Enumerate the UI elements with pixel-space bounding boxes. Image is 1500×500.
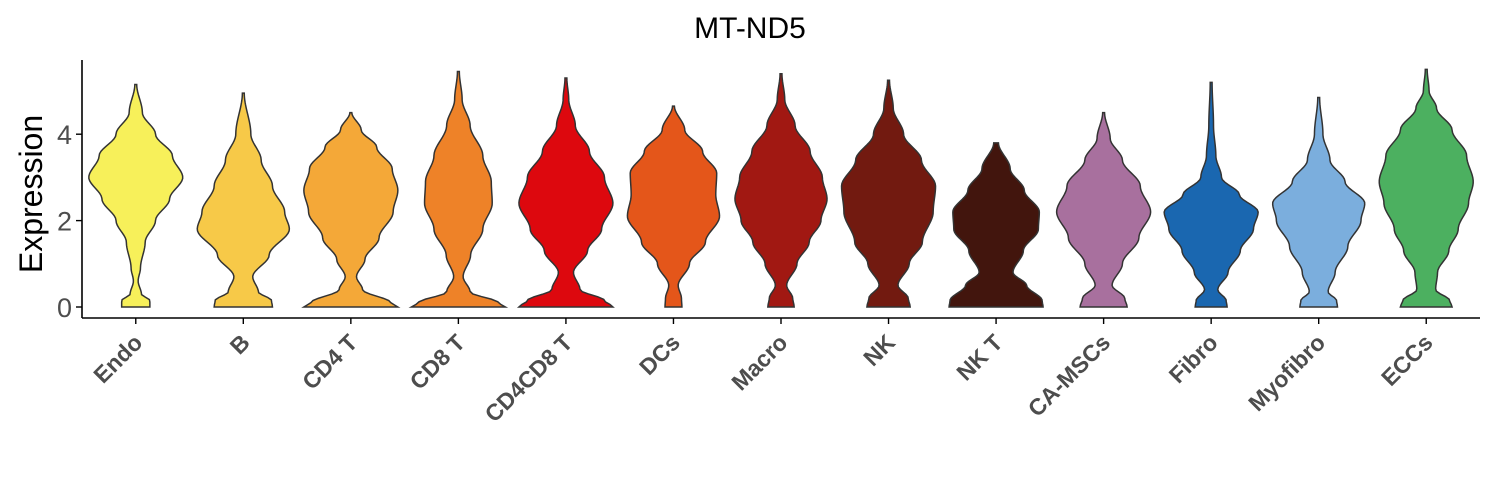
y-tick-label: 0 xyxy=(57,293,72,323)
violin-macro xyxy=(734,72,828,308)
violin-myofibro xyxy=(1271,96,1366,308)
violin-fibro xyxy=(1163,81,1259,308)
violin-nk-t xyxy=(948,142,1044,308)
violin-cd4-t xyxy=(301,111,401,308)
x-tick-label: CA-MSCs xyxy=(1023,329,1115,421)
y-tick-label: 2 xyxy=(57,207,72,237)
x-tick-label: NK xyxy=(858,329,900,371)
chart-title: MT-ND5 xyxy=(694,12,806,45)
violin-nk xyxy=(840,79,937,308)
violins-layer xyxy=(88,68,1474,308)
x-tick-label: CD8 T xyxy=(405,329,470,394)
x-tick-label: Fibro xyxy=(1164,329,1223,388)
y-ticks: 0 2 4 xyxy=(57,120,82,323)
x-tick-label: NK T xyxy=(951,329,1007,385)
x-tick-label: Macro xyxy=(726,329,792,395)
x-ticks: Endo B CD4 T CD8 T CD4CD8 T DCs Macro NK NK T CA-… xyxy=(88,318,1438,427)
x-tick-label: Endo xyxy=(88,329,147,388)
x-tick-label: CD4CD8 T xyxy=(480,329,578,427)
violin-endo xyxy=(88,83,184,308)
violin-dcs xyxy=(626,105,721,308)
violin-b xyxy=(196,92,291,308)
violin-eccs xyxy=(1378,68,1474,308)
violin-cd4cd8-t xyxy=(516,77,615,308)
y-tick-label: 4 xyxy=(57,120,72,150)
y-axis-label: Expression xyxy=(13,115,49,273)
x-tick-label: Myofibro xyxy=(1243,329,1330,416)
x-tick-label: B xyxy=(225,329,255,359)
violin-cd8-t xyxy=(408,70,509,308)
violin-ca-mscs xyxy=(1055,111,1152,308)
x-tick-label: ECCs xyxy=(1376,329,1438,391)
x-tick-label: CD4 T xyxy=(297,329,362,394)
x-tick-label: DCs xyxy=(634,329,685,380)
